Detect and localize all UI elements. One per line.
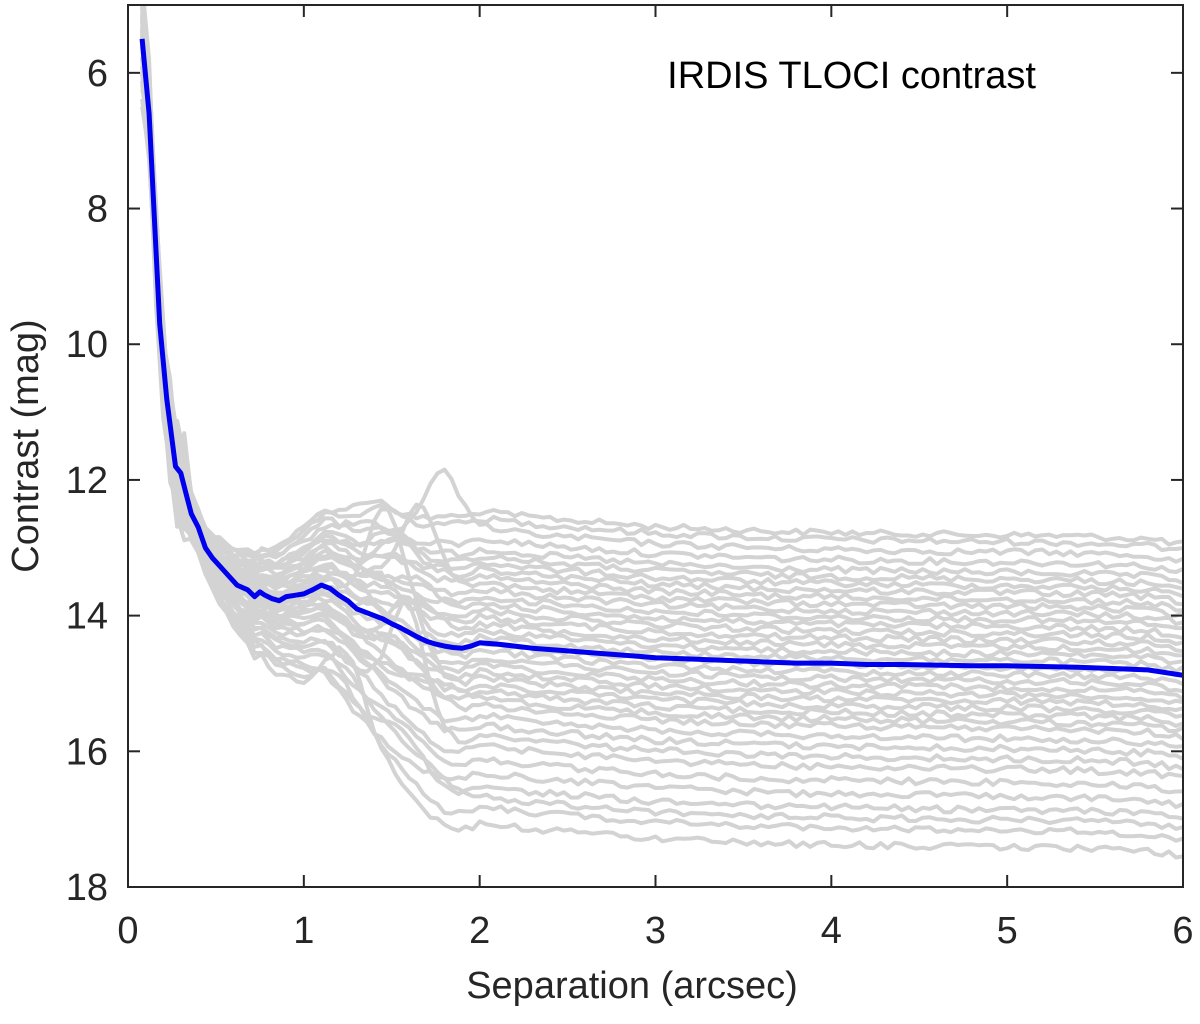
individual-contrast-curve [142, 5, 1183, 561]
x-tick-label: 5 [997, 910, 1018, 952]
x-tick-label: 4 [821, 910, 842, 952]
individual-contrast-curve [140, 72, 1183, 810]
individual-contrast-curve [140, 89, 1183, 780]
x-tick-label: 3 [645, 910, 666, 952]
chart-title: IRDIS TLOCI contrast [667, 55, 1036, 97]
y-tick-label: 10 [66, 324, 108, 366]
individual-contrast-curve [140, 81, 1183, 741]
individual-contrast-curve [140, 27, 1183, 734]
individual-contrast-curve [140, 29, 1183, 694]
y-tick-label: 8 [87, 189, 108, 231]
individual-contrast-curve [140, 56, 1183, 749]
individual-contrast-curve [140, 5, 1183, 599]
individual-contrast-curve [140, 19, 1183, 654]
y-axis-label: Contrast (mag) [5, 319, 47, 572]
x-axis-label: Separation (arcsec) [466, 965, 798, 1007]
y-tick-label: 16 [66, 731, 108, 773]
median-contrast-curve [139, 38, 1183, 678]
x-tick-label: 1 [293, 910, 314, 952]
individual-contrast-curve [140, 72, 1183, 761]
individual-contrast-curve [140, 31, 1183, 701]
individual-contrast-curve [140, 80, 1183, 795]
y-tick-label: 6 [87, 53, 108, 95]
x-tick-label: 0 [117, 910, 138, 952]
y-tick-label: 18 [66, 867, 108, 909]
y-tick-label: 12 [66, 460, 108, 502]
individual-contrast-curve [140, 28, 1183, 719]
individual-contrast-curve [140, 15, 1183, 631]
individual-contrast-curve [140, 6, 1183, 574]
x-tick-label: 2 [469, 910, 490, 952]
plot-area [139, 5, 1183, 860]
individual-contrast-curve [140, 46, 1183, 658]
individual-contrast-curve [140, 20, 1183, 585]
individual-contrast-curve [140, 66, 1183, 686]
x-tick-label: 6 [1172, 910, 1193, 952]
individual-contrast-curve [140, 36, 1183, 705]
individual-contrast-curve [140, 16, 1183, 613]
y-tick-label: 14 [66, 596, 108, 638]
individual-contrast-curve [140, 27, 1183, 564]
individual-contrast-curve [140, 106, 1183, 860]
individual-contrast-curve [140, 16, 1183, 556]
individual-contrast-curve [140, 42, 1183, 666]
individual-contrast-curve [140, 59, 1183, 674]
individual-contrast-curve [140, 21, 1183, 619]
individual-contrast-curve [140, 33, 1183, 772]
